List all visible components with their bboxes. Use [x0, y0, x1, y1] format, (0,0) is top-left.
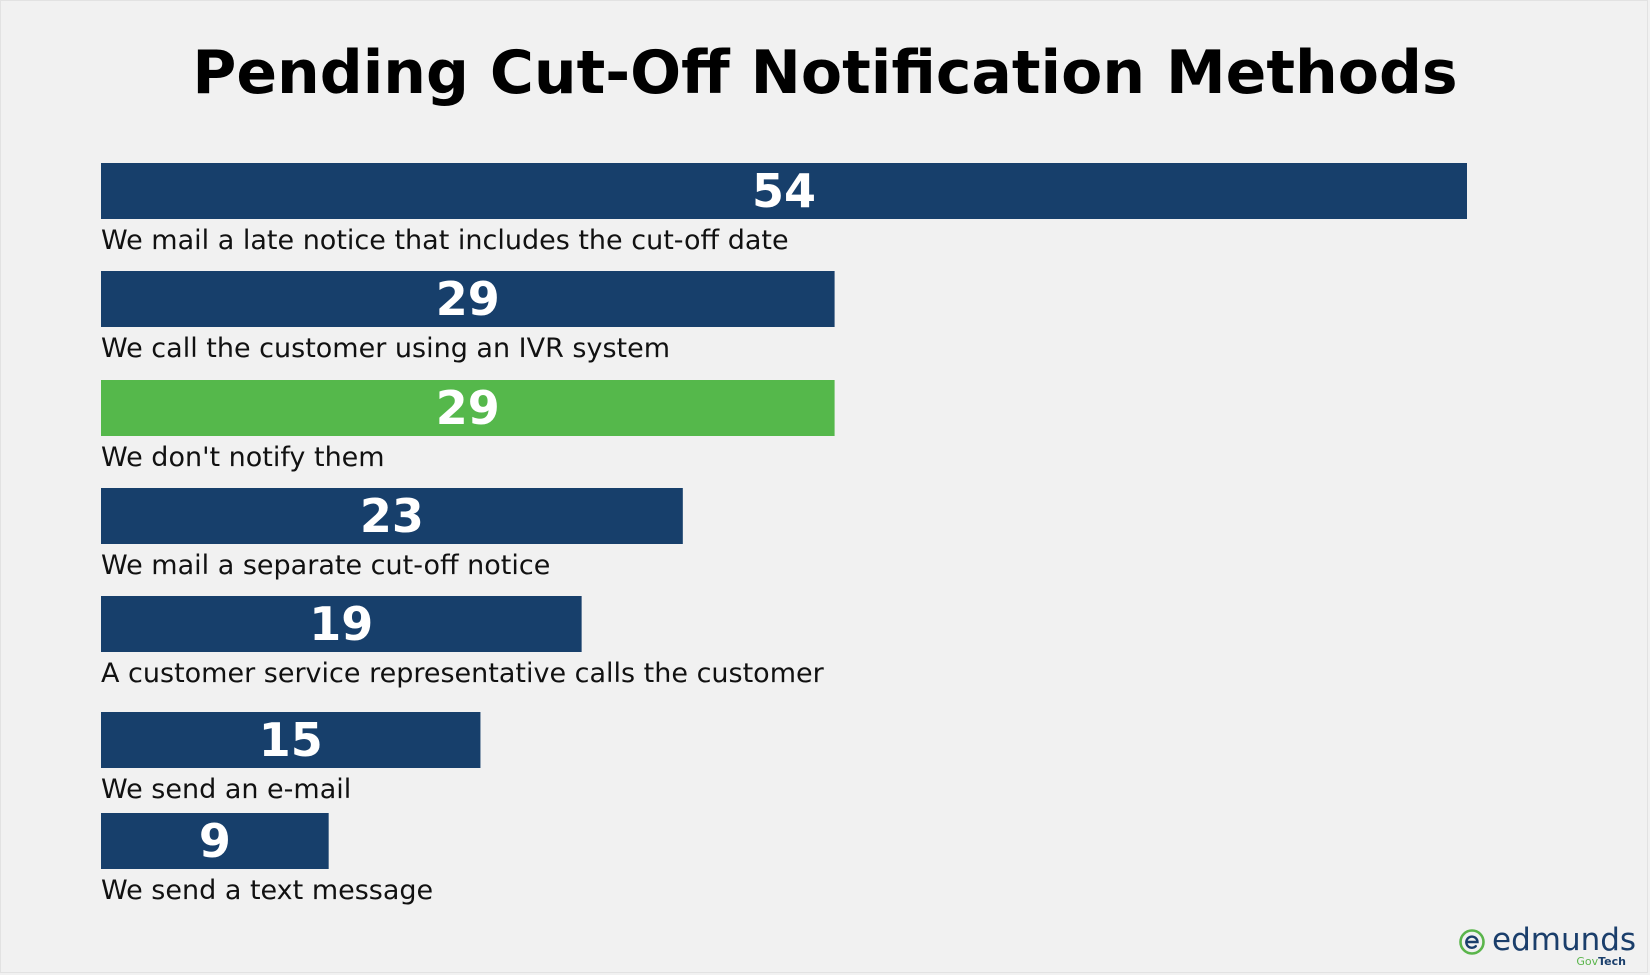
category-label: We send a text message	[101, 875, 433, 906]
bar-value-label: 23	[360, 489, 424, 543]
bar-value-label: 19	[309, 597, 373, 651]
category-label: We send an e-mail	[101, 774, 351, 805]
bar-value-label: 54	[752, 164, 816, 218]
bar	[101, 813, 329, 869]
logo-wordmark: edmunds	[1492, 922, 1637, 958]
bar-value-label: 29	[436, 272, 500, 326]
logo-sub-tech: Tech	[1598, 955, 1626, 968]
category-label: We don't notify them	[101, 442, 385, 473]
bar	[101, 712, 481, 768]
bar-value-label: 15	[259, 713, 323, 767]
bar	[101, 596, 582, 652]
bar	[101, 380, 835, 436]
logo-sub-gov: Gov	[1576, 955, 1599, 968]
edmunds-e-icon	[1459, 929, 1485, 955]
bar	[101, 163, 1467, 219]
category-label: A customer service representative calls …	[101, 658, 825, 689]
bar-value-label: 9	[199, 814, 231, 868]
bar	[101, 271, 835, 327]
bar	[101, 488, 683, 544]
category-label: We mail a separate cut-off notice	[101, 550, 550, 581]
chart-title: Pending Cut-Off Notification Methods	[192, 38, 1458, 108]
edmunds-logo: edmunds GovTech	[1458, 922, 1636, 970]
category-label: We mail a late notice that includes the …	[101, 225, 789, 256]
logo-subtitle: GovTech	[1576, 955, 1626, 968]
category-label: We call the customer using an IVR system	[101, 333, 670, 364]
bar-value-label: 29	[436, 381, 500, 435]
